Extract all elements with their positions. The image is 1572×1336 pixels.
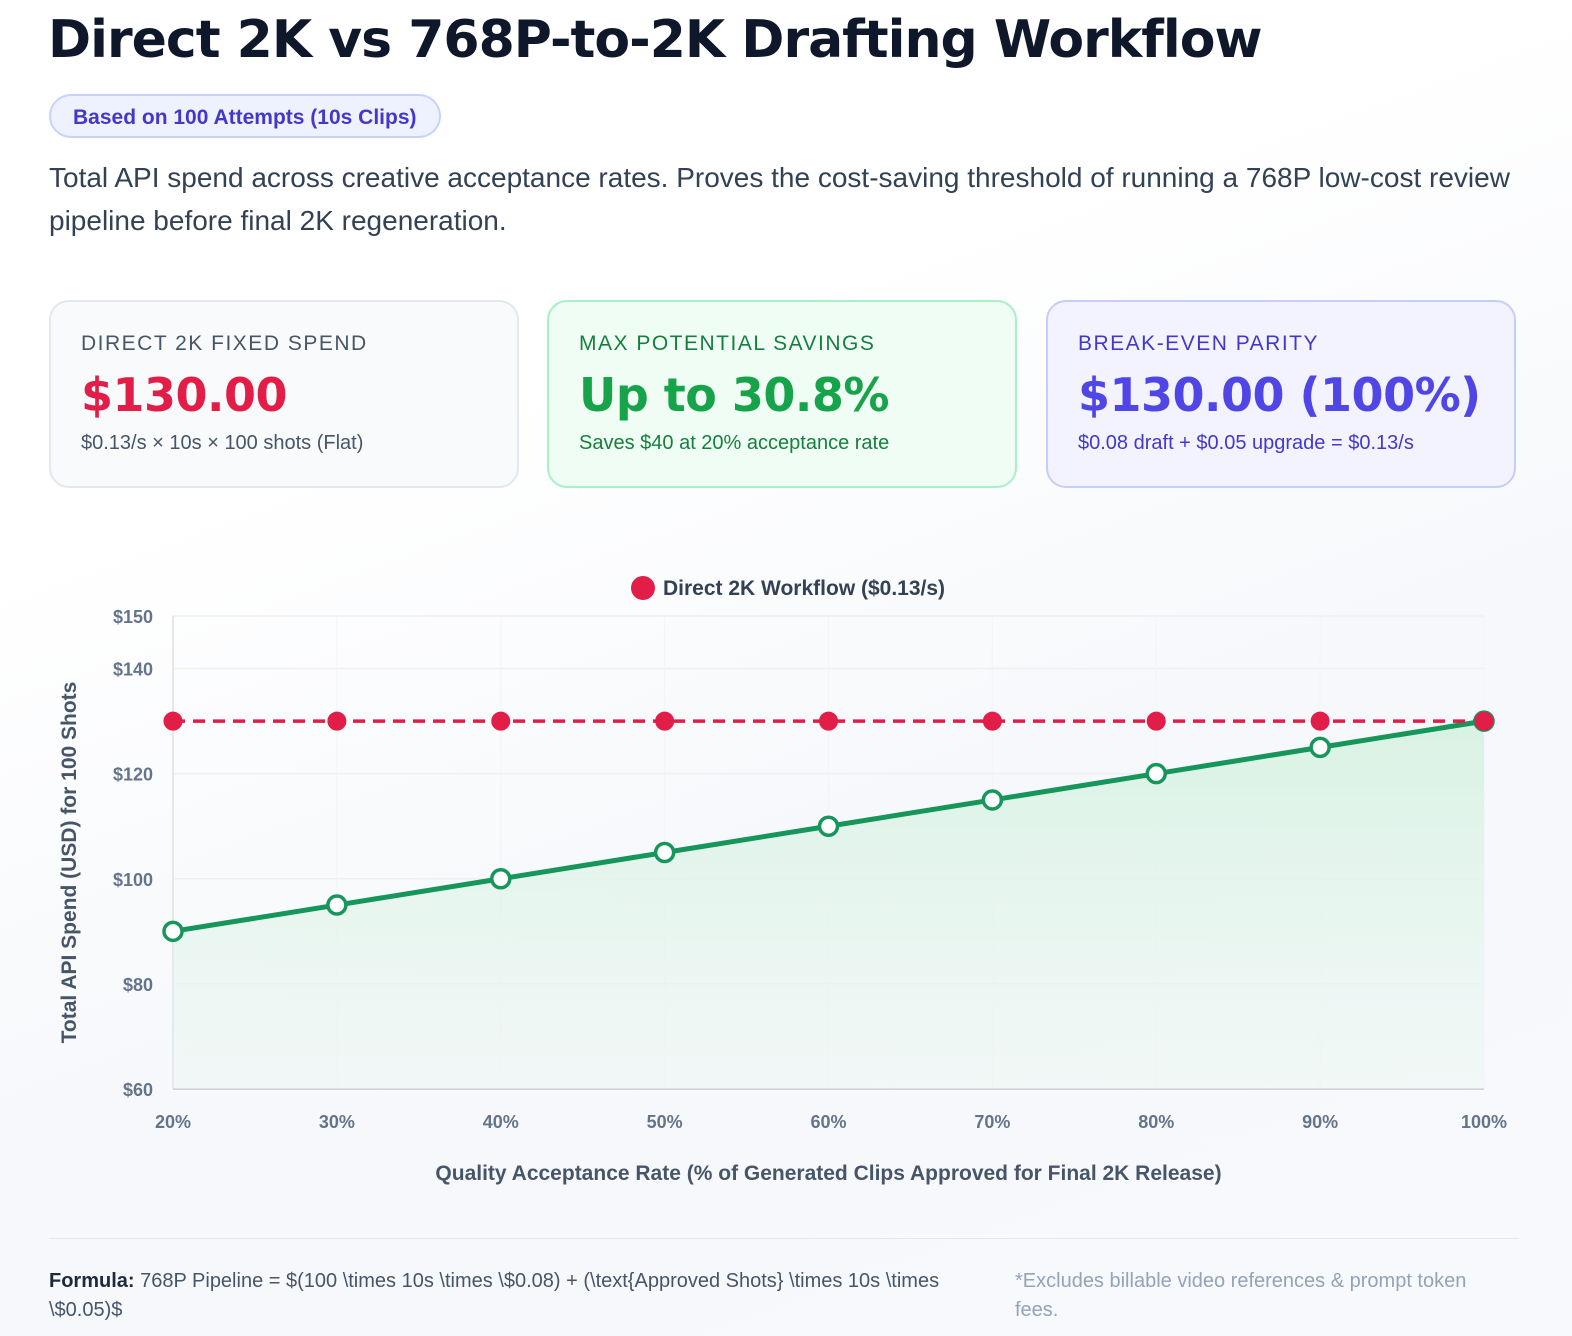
card-subtext: $0.08 draft + $0.05 upgrade = $0.13/s (1078, 432, 1414, 454)
x-tick-label: 100% (1461, 1112, 1507, 1132)
direct-point (327, 711, 347, 731)
direct-point (163, 711, 183, 731)
pipeline-point (1309, 736, 1331, 759)
x-tick-label: 80% (1138, 1112, 1174, 1132)
pipeline-point (1145, 762, 1167, 785)
card-subtext: $0.13/s × 10s × 100 shots (Flat) (81, 432, 364, 454)
footnote: *Excludes billable video references & pr… (1015, 1270, 1467, 1321)
pipeline-point (981, 789, 1004, 811)
y-tick-label: $60 (123, 1080, 153, 1100)
x-tick-label: 90% (1302, 1112, 1338, 1132)
y-tick-label: $80 (123, 975, 153, 995)
direct-point (819, 711, 838, 731)
y-tick-label: $120 (113, 765, 153, 785)
card-subtext: Saves $40 at 20% acceptance rate (579, 432, 890, 454)
x-tick-label: 20% (155, 1112, 191, 1132)
direct-point (982, 711, 1002, 731)
legend-marker-direct (631, 576, 655, 600)
footer-divider (49, 1238, 1519, 1239)
formula-label: Formula: (49, 1270, 135, 1292)
page-title: Direct 2K vs 768P-to-2K Drafting Workflo… (48, 10, 1262, 70)
direct-spend-card: DIRECT 2K FIXED SPEND $130.00 $0.13/s × … (49, 300, 519, 488)
y-axis-title: Total API Spend (USD) for 100 Shots (58, 682, 81, 1044)
direct-point (491, 711, 511, 731)
card-label: DIRECT 2K FIXED SPEND (81, 332, 368, 355)
direct-point (1474, 711, 1494, 731)
break-even-card: BREAK-EVEN PARITY $130.00 (100%) $0.08 d… (1046, 300, 1516, 488)
card-label: MAX POTENTIAL SAVINGS (579, 332, 876, 355)
direct-point (655, 711, 675, 731)
formula-body: 768P Pipeline = $(100 \times 10s \times … (49, 1270, 940, 1321)
direct-point (1146, 711, 1166, 731)
x-tick-label: 30% (319, 1112, 355, 1132)
pipeline-point (162, 920, 184, 943)
x-axis-title: Quality Acceptance Rate (% of Generated … (435, 1162, 1221, 1185)
attempts-badge: Based on 100 Attempts (10s Clips) (49, 94, 441, 138)
y-tick-label: $100 (113, 870, 153, 890)
max-savings-card: MAX POTENTIAL SAVINGS Up to 30.8% Saves … (547, 300, 1017, 488)
x-tick-label: 60% (810, 1112, 846, 1132)
card-value: $130.00 (100%) (1078, 368, 1481, 422)
pipeline-point (653, 841, 676, 864)
x-tick-label: 50% (647, 1112, 683, 1132)
spend-line-chart: $60 $80 $100 $120 $140 $150 20% 30% 40% 50% 60% 70%… (58, 576, 1507, 1185)
formula-text: Formula: 768P Pipeline = $(100 \times 10… (49, 1267, 1009, 1325)
pipeline-point (326, 894, 348, 916)
pipeline-point (817, 815, 840, 837)
card-value: $130.00 (81, 368, 288, 422)
pipeline-area-fill (173, 721, 1484, 1089)
card-label: BREAK-EVEN PARITY (1078, 332, 1319, 355)
card-value: Up to 30.8% (579, 368, 890, 422)
pipeline-point (490, 868, 512, 890)
y-tick-label: $140 (113, 660, 153, 680)
direct-point (1310, 711, 1330, 731)
x-tick-label: 40% (483, 1112, 519, 1132)
page-description: Total API spend across creative acceptan… (49, 162, 1510, 236)
x-tick-label: 70% (974, 1112, 1010, 1132)
y-tick-label: $150 (113, 607, 153, 627)
legend-label-direct: Direct 2K Workflow ($0.13/s) (663, 577, 945, 600)
